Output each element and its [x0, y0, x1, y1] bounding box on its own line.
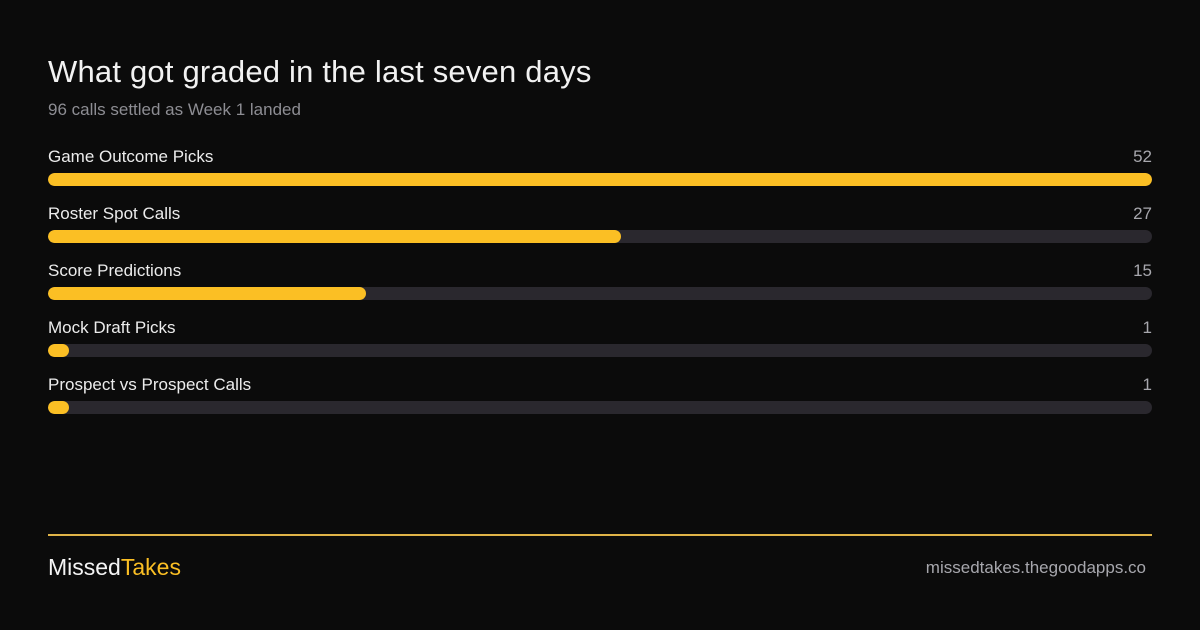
brand-word-missed: Missed [48, 554, 121, 580]
bar-track [48, 401, 1152, 414]
bar-chart: Game Outcome Picks 52 Roster Spot Calls 27 S… [48, 143, 1152, 428]
bar-fill [48, 344, 69, 357]
chart-subtitle: 96 calls settled as Week 1 landed [48, 99, 301, 121]
bar-value-label: 1 [1143, 317, 1152, 339]
bar-label: Game Outcome Picks [48, 146, 213, 168]
brand-logo: MissedTakes [48, 552, 181, 582]
bar-row: Game Outcome Picks 52 [48, 143, 1152, 200]
chart-title: What got graded in the last seven days [48, 52, 592, 92]
bar-track [48, 230, 1152, 243]
bar-value-label: 52 [1133, 146, 1152, 168]
bar-row: Mock Draft Picks 1 [48, 314, 1152, 371]
bar-label: Prospect vs Prospect Calls [48, 374, 251, 396]
brand-word-takes: Takes [121, 554, 181, 580]
bar-track [48, 173, 1152, 186]
bar-track [48, 344, 1152, 357]
bar-fill [48, 287, 366, 300]
bar-row: Roster Spot Calls 27 [48, 200, 1152, 257]
bar-track [48, 287, 1152, 300]
site-url: missedtakes.thegoodapps.co [926, 557, 1146, 579]
bar-value-label: 27 [1133, 203, 1152, 225]
bar-value-label: 1 [1143, 374, 1152, 396]
bar-label: Mock Draft Picks [48, 317, 176, 339]
bar-row: Score Predictions 15 [48, 257, 1152, 314]
bar-value-label: 15 [1133, 260, 1152, 282]
bar-fill [48, 230, 621, 243]
footer-divider [48, 534, 1152, 536]
graded-summary-card: What got graded in the last seven days 9… [48, 0, 1152, 630]
bar-fill [48, 401, 69, 414]
bar-row: Prospect vs Prospect Calls 1 [48, 371, 1152, 428]
bar-label: Score Predictions [48, 260, 181, 282]
bar-label: Roster Spot Calls [48, 203, 180, 225]
bar-fill [48, 173, 1152, 186]
